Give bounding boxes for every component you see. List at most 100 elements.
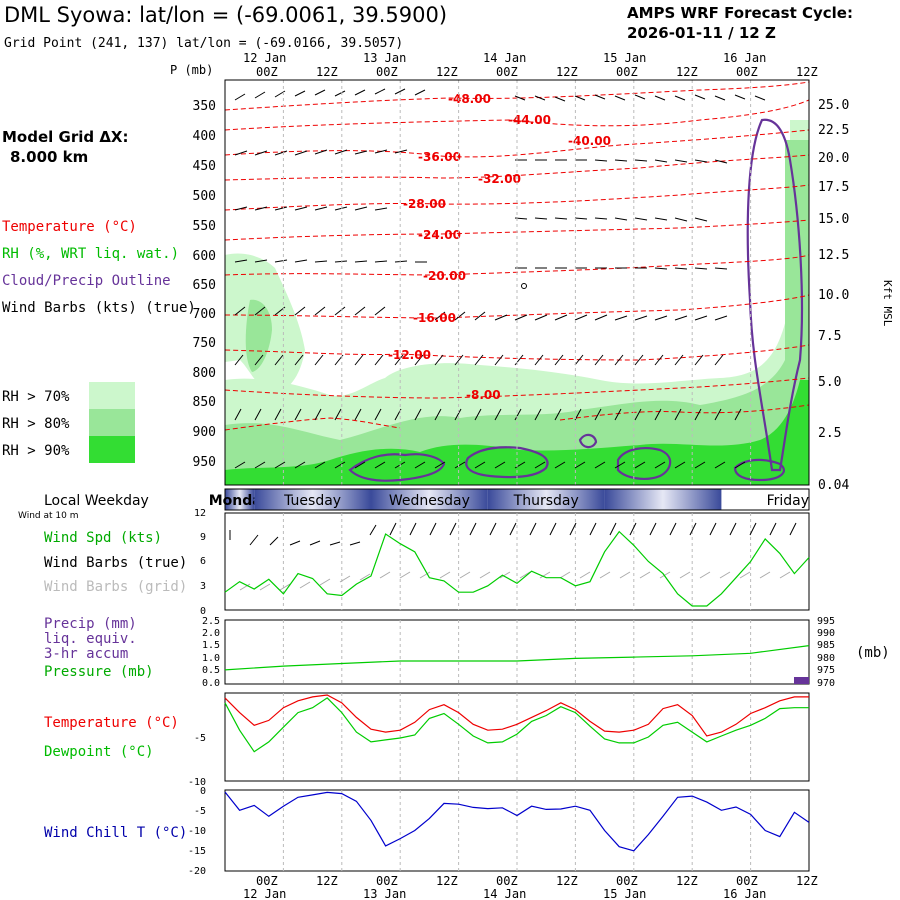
precip-tick: 2.0 xyxy=(202,628,220,639)
time-tick-label: 00Z xyxy=(616,65,638,79)
wind-axis: 12 9 6 3 0 xyxy=(194,508,206,617)
date-label: 13 Jan xyxy=(363,51,406,65)
forecast-cycle: 2026-01-11 / 12 Z xyxy=(627,24,776,42)
precip-legend: Precip (mm) xyxy=(44,616,137,632)
height-axis: 25.0 22.5 20.0 17.5 15.0 12.5 10.0 7.5 5… xyxy=(818,98,849,493)
windchill-series xyxy=(224,791,810,852)
weekday-band: Monday Tuesday Wednesday Thursday Friday xyxy=(209,488,810,511)
temperature-tick: -10 xyxy=(188,777,206,788)
model-grid-value: 8.000 km xyxy=(10,148,88,166)
windchill-tick: 0 xyxy=(200,786,206,797)
precip-tick: 1.0 xyxy=(202,653,220,664)
date-label: 16 Jan xyxy=(723,887,766,900)
wind-barbs-10m xyxy=(229,522,797,546)
wind-speed-series xyxy=(224,530,810,607)
time-tick-label: 12Z xyxy=(676,874,698,888)
pressure-tick: 500 xyxy=(193,189,216,204)
wind-tick: 3 xyxy=(200,581,206,592)
weekday-label: Wednesday xyxy=(389,493,470,509)
upper-vertical-gridlines xyxy=(282,80,752,485)
pressure-tick-right: 975 xyxy=(817,665,835,676)
date-label: 14 Jan xyxy=(483,887,526,900)
wind-panel xyxy=(224,512,810,611)
temp-contour-label: -40.00 xyxy=(568,134,611,148)
date-label: 16 Jan xyxy=(723,51,766,65)
windchill-panel-gridlines xyxy=(282,790,752,871)
height-tick: 17.5 xyxy=(818,180,849,195)
temperature-legend: Temperature (°C) xyxy=(44,715,179,731)
windchill-axis: 0 -5 -10 -15 -20 xyxy=(188,786,206,877)
temp-contour-label: -44.00 xyxy=(508,113,551,127)
wind-barbs-grid-legend: Wind Barbs (grid) xyxy=(44,579,187,595)
pressure-tick: 700 xyxy=(193,307,216,322)
pressure-tick: 650 xyxy=(193,278,216,293)
pressure-axis: 350 400 450 500 550 600 650 700 750 800 … xyxy=(193,99,216,470)
cross-section-panel: -48.00 -44.00 -40.00 -36.00 -32.00 -28.0… xyxy=(224,79,810,486)
weekday-segment xyxy=(371,489,488,510)
temperature-tick: -5 xyxy=(194,733,206,744)
pressure-series xyxy=(224,645,810,671)
legend-rh: RH (%, WRT liq. wat.) xyxy=(2,246,179,262)
time-tick-label: 12Z xyxy=(436,65,458,79)
calm-marker xyxy=(521,283,527,289)
temperature-contours xyxy=(224,81,810,431)
time-tick-label: 12Z xyxy=(796,874,818,888)
date-label: 15 Jan xyxy=(603,51,646,65)
time-tick-label: 12Z xyxy=(556,65,578,79)
windchill-tick: -15 xyxy=(188,846,206,857)
temp-contour-label: -48.00 xyxy=(448,92,491,106)
pressure-axis-right: 995 990 985 980 975 970 xyxy=(817,616,835,689)
time-tick-label: 00Z xyxy=(736,874,758,888)
date-label: 15 Jan xyxy=(603,887,646,900)
page-title: DML Syowa: lat/lon = (-69.0061, 39.5900) xyxy=(4,3,447,27)
time-tick-label: 12Z xyxy=(436,874,458,888)
wind-tick: 9 xyxy=(200,532,206,543)
temperature-series xyxy=(224,694,809,737)
pressure-unit: (mb) xyxy=(856,645,890,661)
weekday-title: Local Weekday xyxy=(44,493,149,509)
pressure-tick: 750 xyxy=(193,336,216,351)
temp-contour-label: -16.00 xyxy=(413,311,456,325)
time-tick-label: 00Z xyxy=(376,65,398,79)
temp-contour-label: -28.00 xyxy=(403,197,446,211)
pressure-tick: 950 xyxy=(193,455,216,470)
height-tick: 7.5 xyxy=(818,329,841,344)
weekday-label: Thursday xyxy=(513,493,579,509)
pressure-tick-right: 970 xyxy=(817,678,835,689)
legend-rh70-swatch xyxy=(89,382,135,409)
precip-panel xyxy=(224,619,810,685)
wind-barbs-legend: Wind Barbs (true) xyxy=(44,555,187,571)
time-tick-label: 12Z xyxy=(316,65,338,79)
pressure-tick-right: 995 xyxy=(817,616,835,627)
model-grid-label: Model Grid ΔX: xyxy=(2,128,129,146)
weekday-band-frame xyxy=(224,488,810,511)
temperature-panel xyxy=(224,692,810,782)
time-tick-label: 00Z xyxy=(496,874,518,888)
temp-contour-label: -36.00 xyxy=(418,150,461,164)
cloud-outlines xyxy=(348,118,804,482)
legend-rh80-swatch xyxy=(89,409,135,436)
time-tick-label: 00Z xyxy=(376,874,398,888)
precip-legend-2: liq. equiv. xyxy=(44,631,137,647)
time-tick-label: 12Z xyxy=(676,65,698,79)
weekday-subtitle: Wind at 10 m xyxy=(18,511,78,521)
legend-rh90-label: RH > 90% xyxy=(2,443,70,459)
time-tick-label: 00Z xyxy=(736,65,758,79)
height-tick: 12.5 xyxy=(818,248,849,263)
temp-contour-label: -24.00 xyxy=(418,228,461,242)
date-label: 12 Jan xyxy=(243,887,286,900)
windchill-legend: Wind Chill T (°C) xyxy=(44,825,187,841)
top-time-axis: 12 Jan 13 Jan 14 Jan 15 Jan 16 Jan 00Z 1… xyxy=(243,51,818,79)
temperature-contour-labels: -48.00 -44.00 -40.00 -36.00 -32.00 -28.0… xyxy=(388,92,611,402)
date-label: 12 Jan xyxy=(243,51,286,65)
time-tick-label: 00Z xyxy=(616,874,638,888)
weekday-label: Friday xyxy=(767,493,809,509)
precip-panel-gridlines xyxy=(282,620,752,684)
legend-rh70-label: RH > 70% xyxy=(2,389,70,405)
weekday-segment xyxy=(487,489,605,510)
weekday-segment xyxy=(604,489,722,510)
precip-tick: 0.0 xyxy=(202,678,220,689)
precip-legend-3: 3-hr accum xyxy=(44,646,128,662)
temp-contour-label: -12.00 xyxy=(388,348,431,362)
